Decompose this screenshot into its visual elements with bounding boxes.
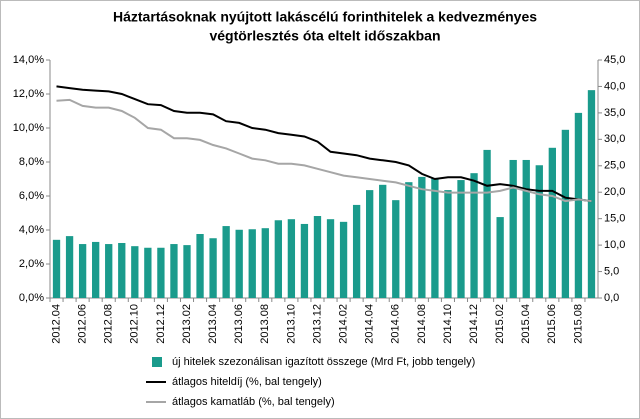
x-tick-label: 2013.02 <box>181 304 193 344</box>
x-tick-label: 2013.10 <box>285 304 297 344</box>
bar <box>248 229 256 298</box>
x-tick-label: 2012.06 <box>77 304 89 344</box>
x-tick-label: 2012.12 <box>155 304 167 344</box>
x-tick-label: 2015.02 <box>494 304 506 344</box>
bar <box>52 239 61 298</box>
chart-title: végtörlesztés óta eltelt időszakban <box>209 28 440 44</box>
bar <box>92 241 100 298</box>
bar <box>496 217 504 298</box>
y2-tick-label: 5,0 <box>604 265 619 277</box>
bar <box>405 182 413 298</box>
x-tick-label: 2013.04 <box>207 304 219 344</box>
x-tick-label: 2014.04 <box>364 304 376 344</box>
legend-label: új hitelek szezonálisan igazított összeg… <box>172 356 475 368</box>
y-tick-label: 0,0% <box>19 292 44 304</box>
bar <box>548 147 556 298</box>
line <box>56 98 592 203</box>
bar <box>131 246 139 298</box>
x-tick-label: 2014.10 <box>442 304 454 344</box>
bar <box>287 219 296 298</box>
bar <box>470 173 478 298</box>
bar <box>392 200 400 298</box>
y2-tick-label: 15,0 <box>604 213 625 225</box>
x-tick-label: 2014.06 <box>390 304 402 344</box>
y-tick-label: 8,0% <box>19 156 44 168</box>
line <box>56 85 592 203</box>
bar <box>222 226 230 298</box>
bar <box>574 112 583 298</box>
y2-tick-label: 0,0 <box>604 292 619 304</box>
bar <box>209 238 217 298</box>
x-tick-label: 2013.12 <box>311 304 323 344</box>
bar <box>157 247 165 298</box>
bar <box>339 221 348 298</box>
bar <box>444 190 452 298</box>
bar <box>522 159 530 298</box>
y-tick-label: 6,0% <box>19 190 44 202</box>
x-tick-label: 2013.08 <box>259 304 271 344</box>
x-tick-label: 2012.08 <box>103 304 115 344</box>
bar <box>326 219 335 298</box>
bar <box>196 234 204 298</box>
bar <box>65 236 74 298</box>
bar <box>235 229 243 298</box>
x-tick-label: 2013.06 <box>233 304 245 344</box>
bar <box>105 244 113 298</box>
bar <box>509 159 517 298</box>
y2-tick-label: 30,0 <box>604 133 625 145</box>
bar <box>561 129 570 298</box>
x-tick-label: 2015.06 <box>546 304 558 344</box>
x-tick-label: 2012.10 <box>129 304 141 344</box>
x-tick-label: 2014.12 <box>468 304 480 344</box>
y2-tick-label: 40,0 <box>604 80 625 92</box>
x-tick-label: 2012.04 <box>50 304 62 344</box>
bar <box>313 216 322 298</box>
y2-tick-label: 45,0 <box>604 54 625 66</box>
y-tick-label: 2,0% <box>19 258 44 270</box>
bar <box>78 244 87 298</box>
y-tick-label: 10,0% <box>13 122 44 134</box>
bar <box>457 180 465 298</box>
bar <box>587 90 596 298</box>
x-tick-label: 2015.04 <box>520 304 532 344</box>
bar <box>261 228 269 298</box>
bar <box>483 149 491 298</box>
bar <box>418 176 426 298</box>
y2-tick-label: 35,0 <box>604 107 625 119</box>
y2-tick-label: 25,0 <box>604 160 625 172</box>
bar <box>274 220 282 298</box>
legend-swatch <box>152 357 162 367</box>
y-tick-label: 14,0% <box>13 54 44 66</box>
y-tick-label: 4,0% <box>19 224 44 236</box>
bar <box>366 190 374 298</box>
x-tick-label: 2014.02 <box>337 304 349 344</box>
y2-tick-label: 10,0 <box>604 239 625 251</box>
bar <box>144 247 152 298</box>
bar <box>183 245 191 298</box>
bar <box>535 165 543 298</box>
legend-label: átlagos hiteldíj (%, bal tengely) <box>172 376 322 388</box>
x-tick-label: 2015.08 <box>572 304 584 344</box>
bar <box>379 184 387 298</box>
bar <box>352 204 361 298</box>
chart-title: Háztartásoknak nyújtott lakáscélú forint… <box>113 9 537 25</box>
legend-label: átlagos kamatláb (%, bal tengely) <box>172 396 335 408</box>
y2-tick-label: 20,0 <box>604 186 625 198</box>
y-tick-label: 12,0% <box>13 88 44 100</box>
x-tick-label: 2014.08 <box>416 304 428 344</box>
bar <box>170 244 178 298</box>
bar <box>431 177 439 298</box>
bar <box>300 223 309 298</box>
bar <box>118 242 126 298</box>
